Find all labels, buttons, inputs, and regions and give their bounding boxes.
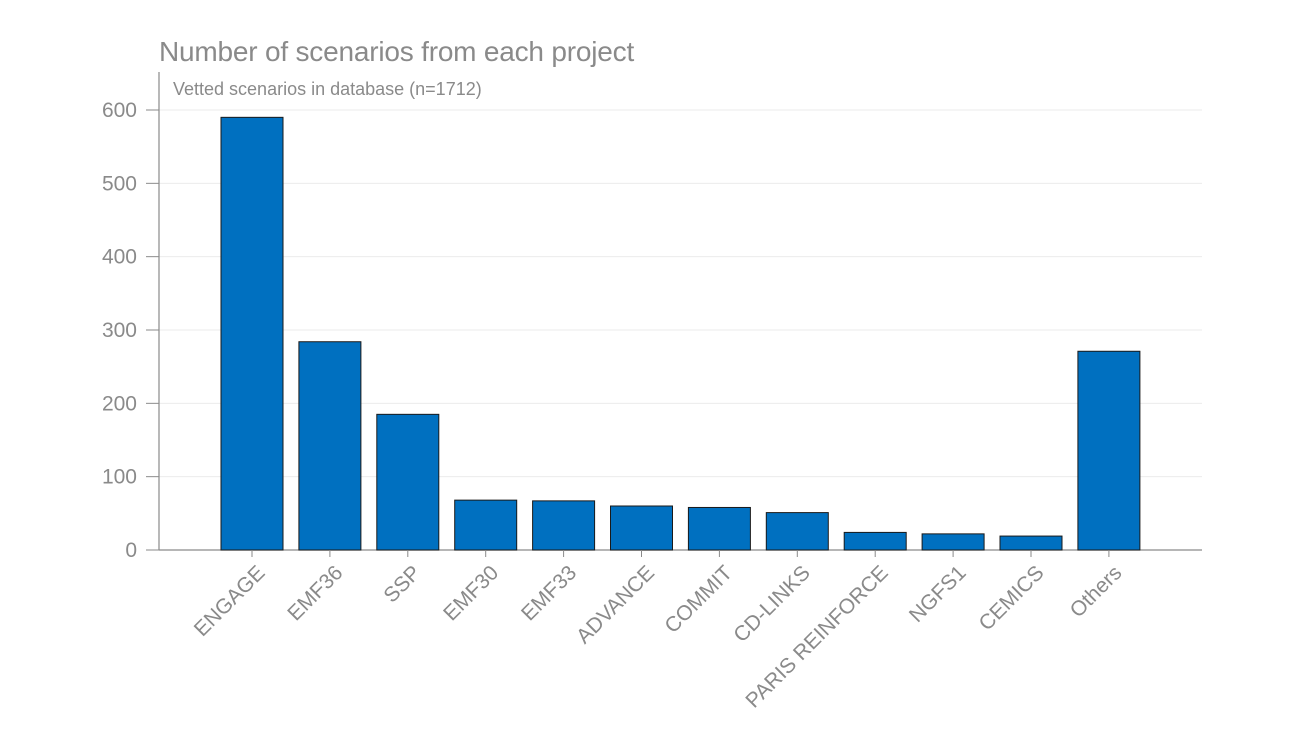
y-tick-label: 100 bbox=[102, 466, 137, 489]
y-tick-label: 0 bbox=[125, 539, 137, 562]
y-tick-label: 500 bbox=[102, 172, 137, 195]
y-tick-label: 600 bbox=[102, 99, 137, 122]
x-tick-label: EMF30 bbox=[439, 561, 503, 625]
x-tick-label: EMF36 bbox=[283, 561, 347, 625]
x-tick-label: ENGAGE bbox=[190, 561, 270, 641]
y-tick-label: 200 bbox=[102, 392, 137, 415]
bar bbox=[220, 116, 284, 551]
x-tick-label: ADVANCE bbox=[572, 561, 659, 648]
bar bbox=[454, 499, 518, 551]
bar bbox=[376, 413, 440, 551]
bar bbox=[1077, 350, 1141, 551]
bar bbox=[843, 531, 907, 551]
x-tick-label: PARIS REINFORCE bbox=[741, 561, 892, 712]
x-tick-label: EMF33 bbox=[517, 561, 581, 625]
chart-subtitle: Vetted scenarios in database (n=1712) bbox=[173, 79, 482, 99]
x-tick-label: CEMICS bbox=[975, 561, 1049, 635]
y-tick-label: 400 bbox=[102, 246, 137, 269]
bar bbox=[298, 341, 362, 551]
bar bbox=[687, 506, 751, 551]
bar bbox=[532, 500, 596, 551]
bar bbox=[921, 533, 985, 551]
x-tick-label: COMMIT bbox=[660, 561, 737, 638]
x-tick-label: NGFS1 bbox=[905, 561, 971, 627]
x-tick-label: Others bbox=[1066, 561, 1127, 622]
y-tick-label: 300 bbox=[102, 319, 137, 342]
bar bbox=[610, 505, 673, 551]
x-tick-label: CD-LINKS bbox=[729, 561, 815, 647]
bar bbox=[999, 535, 1063, 551]
x-tick-label: SSP bbox=[379, 561, 425, 607]
bar bbox=[765, 512, 829, 551]
chart-title: Number of scenarios from each project bbox=[159, 36, 635, 67]
